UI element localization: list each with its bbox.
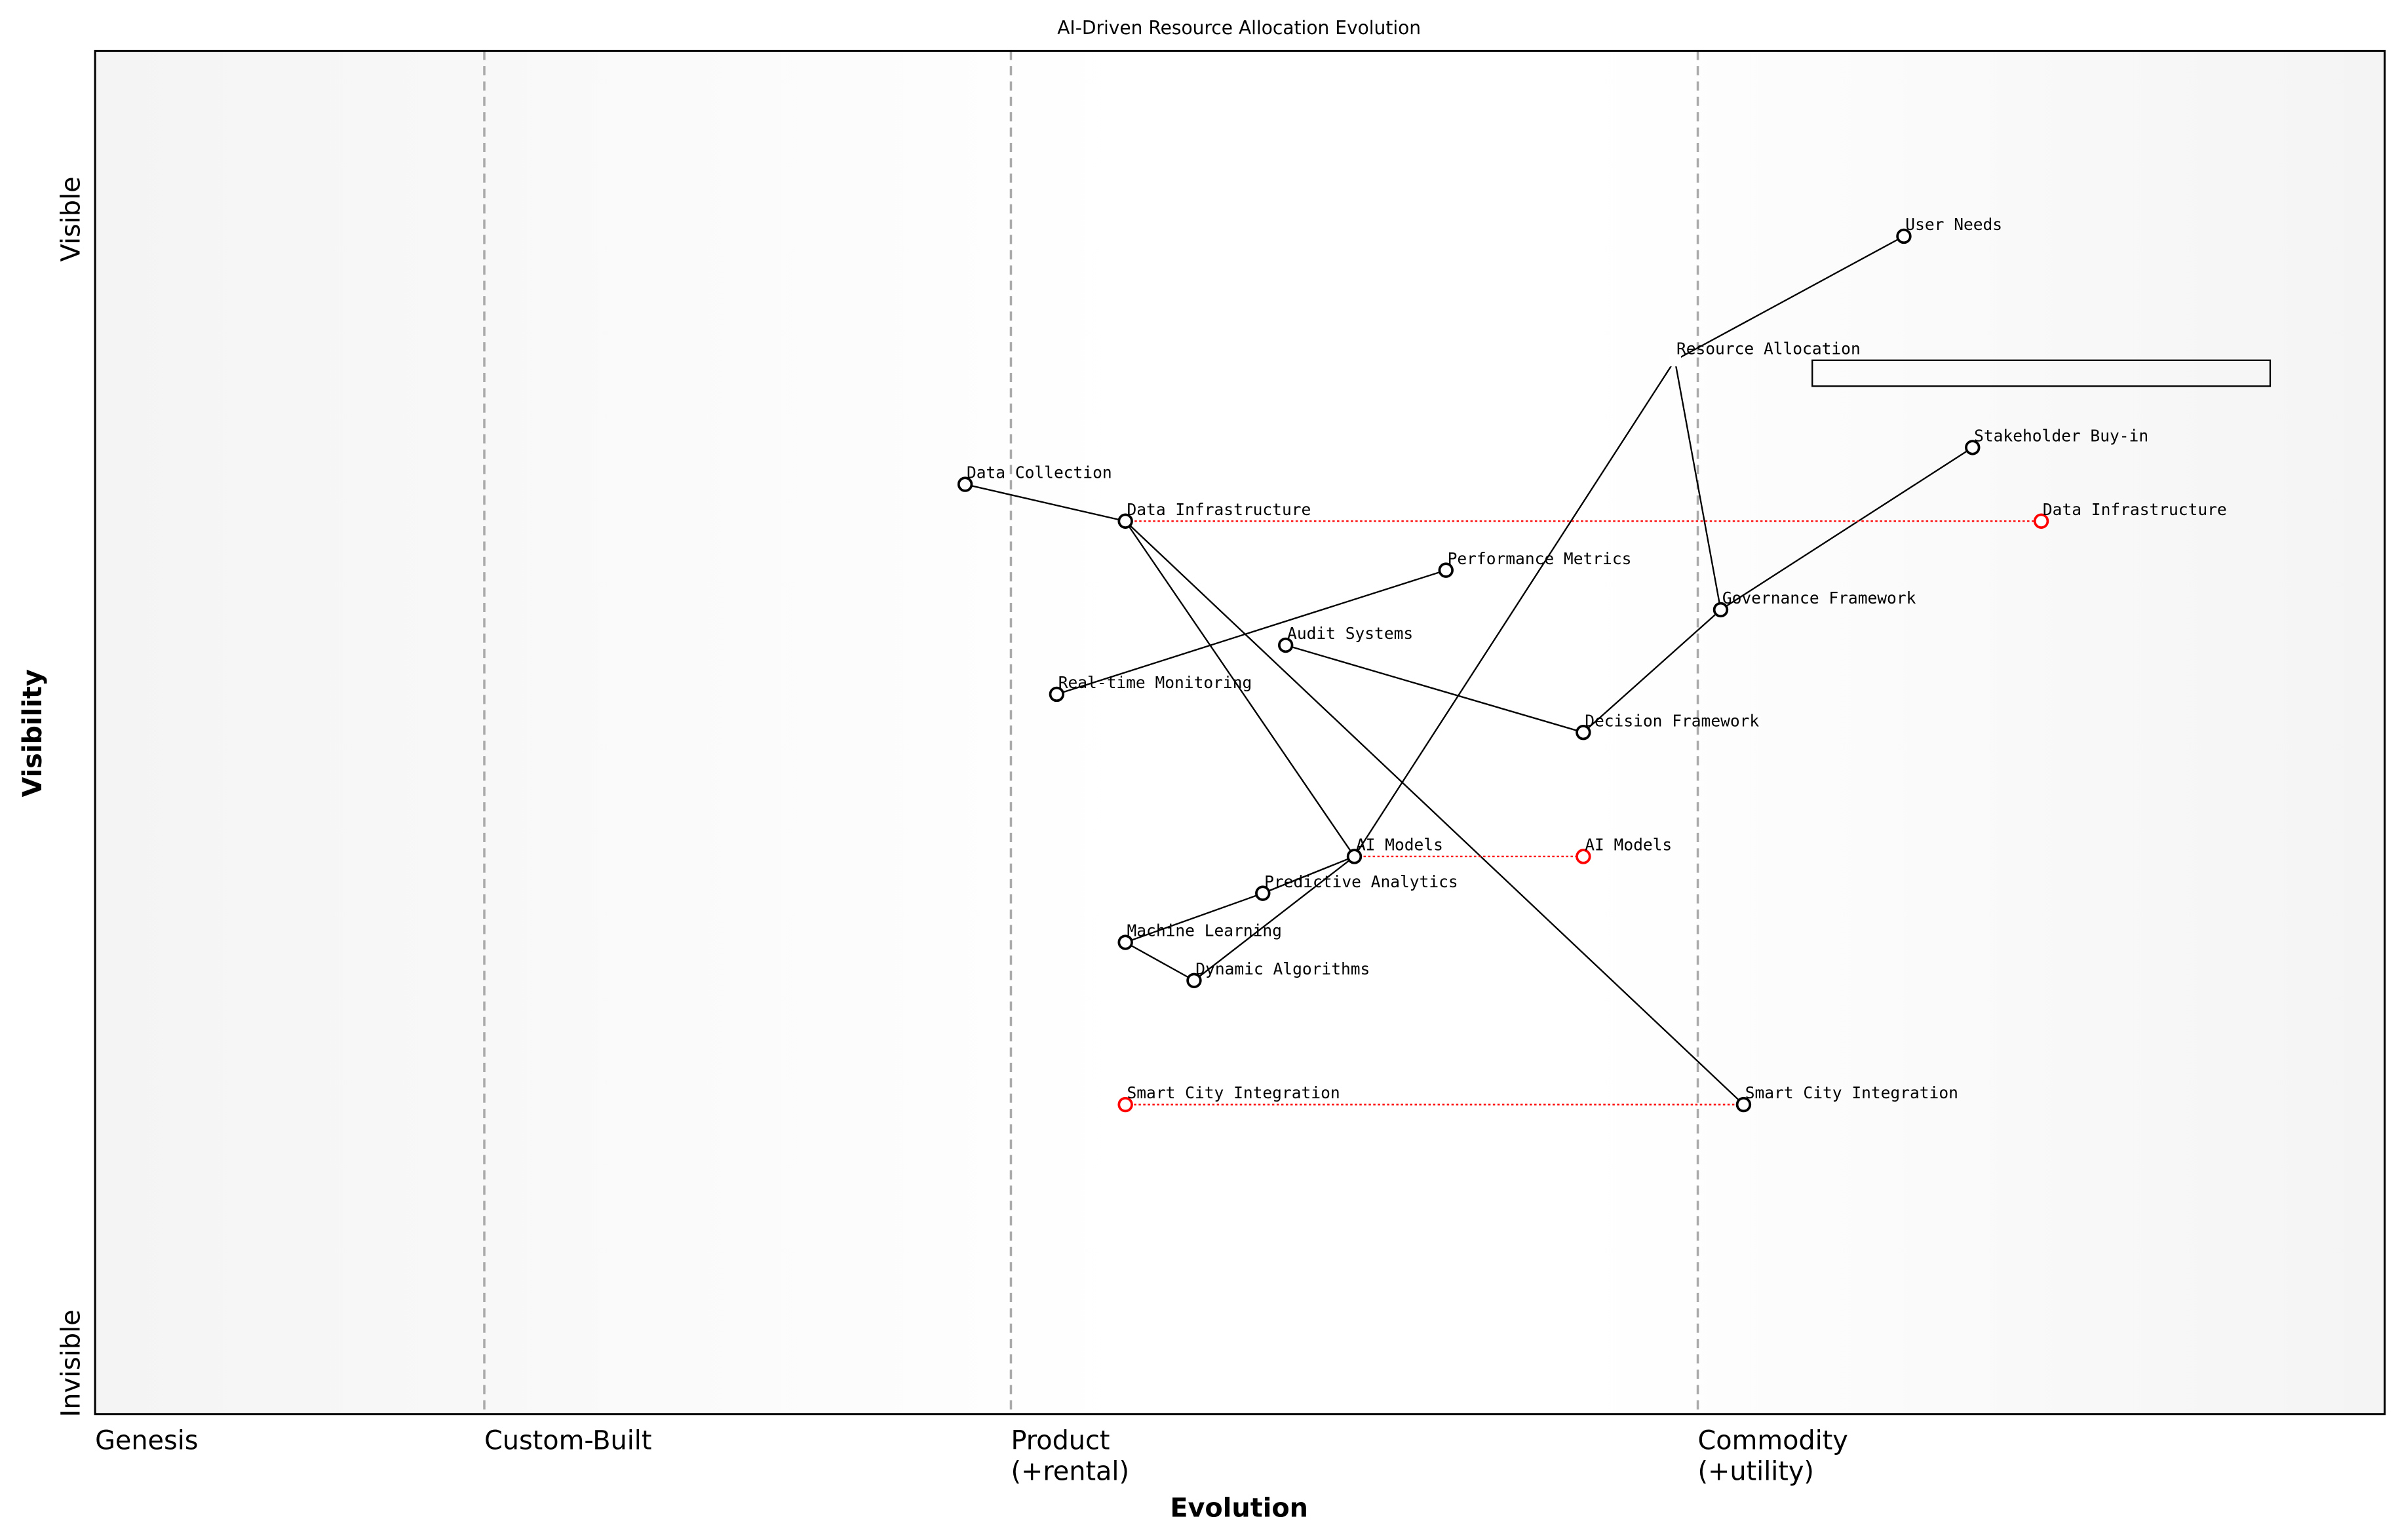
component-label: Governance Framework [1722,588,1916,607]
dependency-link [1720,446,1973,611]
y-axis-label: Visibility [18,669,48,797]
stage-labels: Genesis Custom-Built Product (+rental) Commo… [95,1426,1848,1487]
component-label: AI Models [1356,836,1443,855]
component-label: Decision Framework [1585,711,1759,730]
dependency-link [965,483,1126,522]
component-marker [1278,637,1294,653]
dependency-link [1674,360,1722,610]
component-label: User Needs [1905,215,2002,234]
stage-label: Custom-Built [484,1426,651,1456]
chart-title: AI-Driven Resource Allocation Evolution [1057,17,1421,39]
stage-label: Genesis [95,1426,198,1456]
component-marker [1117,934,1133,950]
component-label: Machine Learning [1127,921,1282,940]
evolved-component-marker [1576,849,1591,864]
evolved-component-marker [1117,1096,1133,1113]
component-label: Smart City Integration [1745,1083,1958,1102]
component-marker [1346,849,1363,864]
evolved-component-marker [2033,513,2049,529]
y-tick-invisible: Invisible [56,1309,87,1417]
component-marker [957,476,973,492]
plot-frame [94,50,2386,1415]
dependency-link [1125,520,1355,857]
component-label: Resource Allocation [1676,339,1861,358]
component-label: Audit Systems [1287,624,1413,643]
component-marker [1049,686,1065,703]
component-label: Real-time Monitoring [1058,673,1252,692]
stage-label: Product (+rental) [1011,1426,1129,1487]
dependency-link [1125,520,1745,1106]
component-marker [1576,724,1591,741]
component-marker [1896,228,1912,244]
component-marker [1438,562,1454,578]
dependency-link [1583,609,1722,733]
evolution-lines [1125,520,2042,1106]
evolved-component-label: Smart City Integration [1127,1083,1340,1102]
component-label: Performance Metrics [1448,549,1632,568]
component-marker [1735,1096,1752,1113]
y-tick-visible: Visible [56,176,87,261]
dependency-link [1125,942,1195,982]
plot-background [95,50,2385,1414]
annotation-box [1811,359,2272,387]
annotation-layer [1811,359,2272,387]
component-marker [1713,602,1729,618]
component-marker [1965,440,1981,455]
component-marker [1255,885,1271,901]
dependency-link [1674,235,1905,361]
dependency-link [1262,855,1355,895]
dependency-link [1285,644,1584,733]
dependency-link [1125,893,1264,944]
component-label: Data Infrastructure [1127,500,1311,519]
component-label: Dynamic Algorithms [1195,959,1370,978]
component-label: Data Collection [967,463,1112,482]
component-label: Stakeholder Buy-in [1974,427,2148,446]
components: Data Infrastructure AI Models Smart City I… [957,215,2227,1113]
component-label: Predictive Analytics [1264,872,1458,891]
stage-lines [483,50,1699,1414]
dependency-link [1353,360,1676,857]
component-marker-hidden [1669,354,1681,367]
evolved-component-label: Data Infrastructure [2043,500,2227,519]
links [965,235,1973,1106]
dependency-link [1056,569,1446,695]
stage-label: Commodity (+utility) [1698,1426,1848,1487]
component-marker [1186,972,1202,988]
x-axis-label: Evolution [1170,1493,1308,1524]
dependency-link [1193,856,1355,982]
evolved-component-label: AI Models [1585,836,1672,855]
component-marker [1117,513,1133,529]
